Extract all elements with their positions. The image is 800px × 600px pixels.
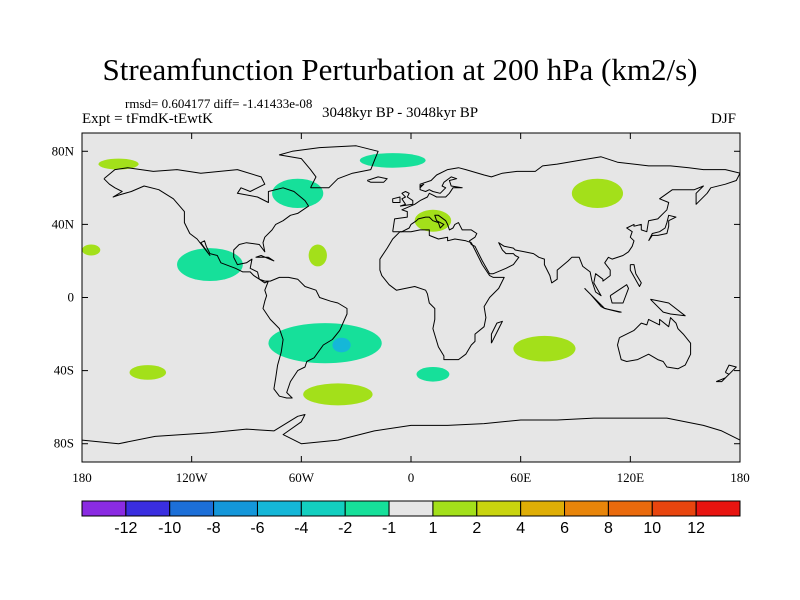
x-tick-label-5: 60E — [510, 470, 531, 485]
anomaly-region-6 — [82, 244, 101, 256]
anomaly-region-3 — [359, 153, 426, 168]
anomaly-region-13 — [416, 366, 450, 382]
coastline-8 — [392, 196, 401, 203]
map-background — [82, 133, 740, 462]
anomaly-region-7 — [177, 248, 243, 282]
colorbar-label-11: 6 — [560, 520, 569, 537]
y-tick-label-3: 0 — [68, 290, 75, 305]
coastline-17 — [650, 298, 686, 317]
x-tick-label-2: 120W — [176, 470, 209, 485]
anomaly-region-10 — [332, 337, 351, 353]
coastline-16 — [609, 284, 629, 304]
x-tick-label-4: 0 — [408, 470, 415, 485]
coastline-layer — [82, 145, 740, 445]
colorbar-label-2: -10 — [158, 520, 181, 537]
anomaly-region-14 — [303, 383, 373, 406]
x-tick-label-3: 60W — [289, 470, 315, 485]
coastline-1 — [103, 167, 348, 399]
coastline-14 — [584, 288, 606, 309]
x-tick-label-6: 120E — [617, 470, 645, 485]
colorbar-swatch-11 — [520, 500, 566, 517]
coastline-5 — [617, 317, 692, 370]
anomaly-region-8 — [308, 244, 327, 267]
colorbar-swatch-15 — [695, 500, 741, 517]
colorbar-label-6: -2 — [338, 520, 352, 537]
colorbar-swatch-5 — [256, 500, 302, 517]
colorbar-label-9: 2 — [472, 520, 481, 537]
x-tick-label-1: 180 — [72, 470, 92, 485]
colorbar-swatch-1 — [81, 500, 127, 517]
anomaly-region-5 — [571, 178, 624, 208]
colorbar-swatch-10 — [476, 500, 522, 517]
colorbar-swatch-14 — [651, 500, 697, 517]
colorbar-swatch-12 — [564, 500, 609, 517]
colorbar-label-10: 4 — [516, 520, 525, 537]
anomaly-region-12 — [129, 365, 167, 380]
colorbar-swatch-3 — [169, 500, 215, 517]
coastline-12 — [724, 364, 737, 375]
coastline-19 — [255, 255, 275, 262]
colorbar-label-3: -8 — [206, 520, 220, 537]
anomaly-region-11 — [513, 335, 576, 362]
coastline-2 — [278, 145, 379, 189]
anomaly-region-9 — [268, 323, 382, 364]
y-tick-label-4: 40S — [54, 363, 74, 378]
y-tick-label-2: 40N — [52, 216, 75, 231]
coastline-18 — [629, 264, 642, 287]
colorbar-swatch-8 — [388, 500, 434, 517]
coastline-6 — [82, 414, 740, 445]
colorbar-swatch-6 — [300, 500, 346, 517]
season-label: DJF — [711, 111, 737, 127]
colorbar-label-14: 12 — [687, 520, 705, 537]
colorbar-swatch-9 — [432, 500, 478, 517]
coastline-20 — [419, 183, 425, 189]
anomaly-region-2 — [272, 178, 324, 208]
colorbar-swatch-4 — [213, 500, 258, 517]
coastline-3 — [392, 156, 740, 297]
coastline-10 — [648, 214, 677, 242]
coastline-4 — [379, 229, 505, 361]
colorbar-swatch-13 — [607, 500, 653, 517]
colorbar-label-13: 10 — [643, 520, 661, 537]
coastline-15 — [604, 308, 622, 313]
chart-title: Streamfunction Perturbation at 200 hPa (… — [102, 52, 698, 87]
coastline-11 — [490, 320, 503, 344]
x-tick-label-7: 180 — [730, 470, 750, 485]
colorbar-label-7: -1 — [382, 520, 396, 537]
colorbar-swatch-2 — [125, 500, 171, 517]
y-tick-label-5: 80S — [54, 436, 74, 451]
anomaly-region-1 — [98, 158, 139, 170]
colorbar-label-1: -12 — [114, 520, 137, 537]
coastline-7 — [399, 191, 414, 207]
y-tick-label-1: 80N — [52, 143, 75, 158]
colorbar-label-12: 8 — [604, 520, 613, 537]
colorbar-label-5: -4 — [294, 520, 308, 537]
colorbar-label-4: -6 — [250, 520, 264, 537]
period-label: 3048kyr BP - 3048kyr BP — [322, 105, 479, 121]
stats-subtitle: rmsd= 0.604177 diff= -1.41433e-08 — [125, 96, 313, 111]
coastline-13 — [716, 373, 730, 383]
colorbar-swatch-7 — [344, 500, 390, 517]
colorbar: -12 -10 -8 -6 -4 -2 -1 1 2 4 6 8 10 12 — [81, 500, 741, 537]
experiment-label: Expt = tFmdK-tEwtK — [82, 111, 213, 127]
coastline-9 — [366, 176, 388, 183]
colorbar-label-8: 1 — [428, 520, 437, 537]
axis-ticks: 180 120W 60W 0 60E 120E 180 80N 40N 0 40S 80S — [52, 133, 750, 485]
